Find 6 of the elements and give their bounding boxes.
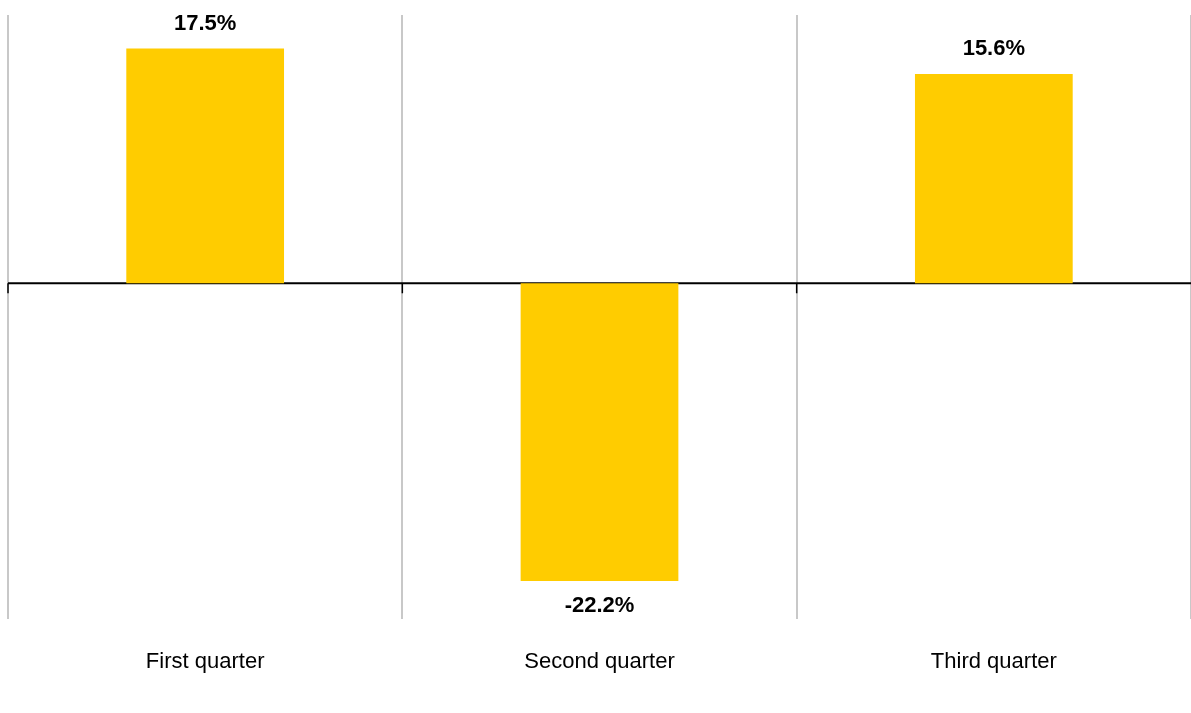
data-label: 15.6% xyxy=(962,35,1026,61)
data-label: -22.2% xyxy=(564,592,635,618)
data-label: 17.5% xyxy=(173,9,237,35)
x-tick-label: Second quarter xyxy=(524,647,675,673)
x-tick-label: First quarter xyxy=(145,647,265,673)
x-tick-label: Third quarter xyxy=(930,647,1057,673)
